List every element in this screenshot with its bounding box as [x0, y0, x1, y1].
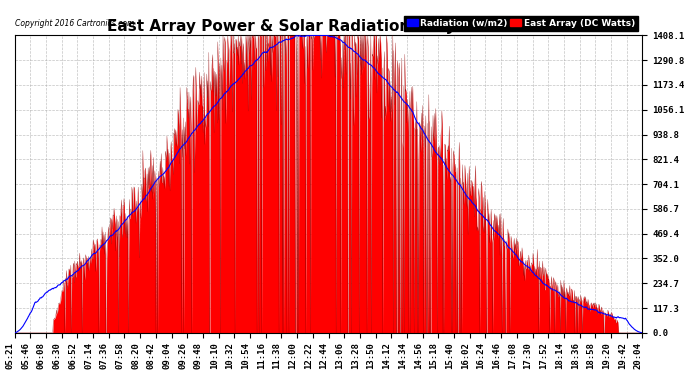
Legend: Radiation (w/m2), East Array (DC Watts): Radiation (w/m2), East Array (DC Watts) — [404, 16, 638, 30]
Text: Copyright 2016 Cartronics.com: Copyright 2016 Cartronics.com — [14, 19, 134, 28]
Title: East Array Power & Solar Radiation  Fri Jul 22 20:21: East Array Power & Solar Radiation Fri J… — [107, 19, 550, 34]
